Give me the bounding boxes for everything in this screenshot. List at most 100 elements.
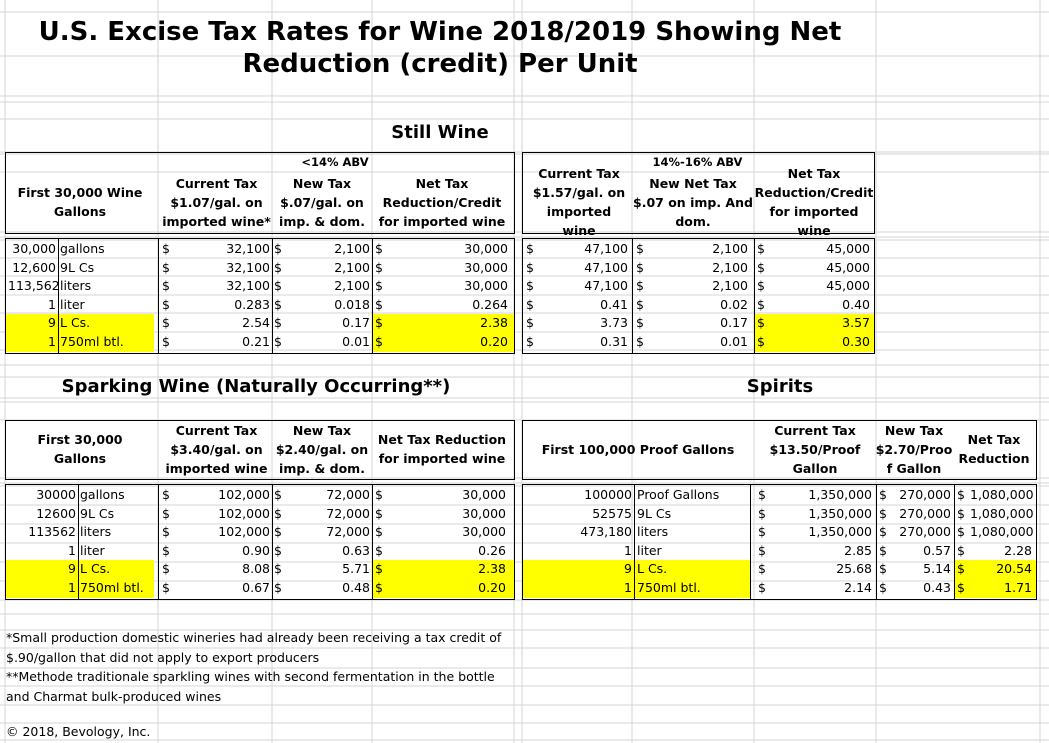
dollar-sign: $ <box>879 524 887 540</box>
dollar-sign: $ <box>879 580 887 595</box>
row-qty: 1 <box>624 542 632 558</box>
row-unit: liters <box>80 524 112 540</box>
current-tax-value: 1,350,000 <box>808 487 872 502</box>
row-qty: 30000 <box>36 487 76 502</box>
new-tax-14-16-value: 2,100 <box>712 241 748 256</box>
header-net-tax-reduction: Net Tax Reduction/Credit for imported wi… <box>378 175 506 229</box>
new-tax-14-16-value: 0.02 <box>720 296 748 312</box>
dollar-sign: $ <box>879 487 887 502</box>
dollar-sign: $ <box>957 505 965 521</box>
column-divider <box>272 238 273 354</box>
current-tax-value: 102,000 <box>218 524 270 540</box>
new-tax-value: 0.57 <box>923 542 951 558</box>
header-current-tax: Current Tax $1.07/gal. on imported wine* <box>162 175 271 229</box>
net-reduction-value: 0.20 <box>478 580 506 595</box>
dollar-sign: $ <box>957 524 965 540</box>
dollar-sign: $ <box>757 296 765 312</box>
row-qty: 100000 <box>584 487 632 502</box>
net-reduction-value: 30,000 <box>464 241 508 256</box>
net-reduction-14-16-value: 45,000 <box>826 259 870 275</box>
dollar-sign: $ <box>274 315 282 331</box>
dollar-sign: $ <box>375 278 383 294</box>
new-tax-14-16-value: 0.17 <box>720 315 748 331</box>
sparkling-body-frame <box>5 484 515 600</box>
new-tax-14-16-value: 0.01 <box>720 334 748 349</box>
current-tax-value: 102,000 <box>218 487 270 502</box>
column-divider <box>78 484 79 600</box>
still-wine-header-frame-left <box>5 152 515 234</box>
dollar-sign: $ <box>274 296 282 312</box>
dollar-sign: $ <box>957 487 965 502</box>
dollar-sign: $ <box>162 561 170 577</box>
row-qty: 12,600 <box>12 259 56 275</box>
new-tax-value: 2,100 <box>334 241 370 256</box>
row-qty: 1 <box>48 334 56 349</box>
dollar-sign: $ <box>162 487 170 502</box>
column-divider <box>954 484 955 600</box>
column-divider <box>372 484 373 600</box>
net-reduction-14-16-value: 0.30 <box>842 334 870 349</box>
new-tax-value: 2,100 <box>334 278 370 294</box>
dollar-sign: $ <box>162 278 170 294</box>
dollar-sign: $ <box>162 334 170 349</box>
net-reduction-value: 30,000 <box>464 278 508 294</box>
header-first-100000-proof-gallons: First 100,000 Proof Gallons <box>541 441 735 457</box>
dollar-sign: $ <box>162 542 170 558</box>
highlight-cell <box>954 579 1036 598</box>
net-reduction-value: 20.54 <box>996 561 1032 577</box>
copyright-text: © 2018, Bevology, Inc. <box>6 724 151 739</box>
new-tax-14-16-value: 2,100 <box>712 259 748 275</box>
row-unit: liters <box>60 278 92 294</box>
net-reduction-value: 1,080,000 <box>970 505 1034 521</box>
dollar-sign: $ <box>757 278 765 294</box>
net-reduction-value: 30,000 <box>462 487 506 502</box>
dollar-sign: $ <box>526 259 534 275</box>
header-current-tax-sparkling: Current Tax $3.40/gal. on imported wine <box>165 422 268 476</box>
current-tax-14-16-value: 0.41 <box>600 296 628 312</box>
new-tax-value: 72,000 <box>326 524 370 540</box>
column-divider <box>632 238 633 354</box>
net-reduction-value: 2.28 <box>1004 542 1032 558</box>
row-qty: 12600 <box>36 505 76 521</box>
dollar-sign: $ <box>274 524 282 540</box>
dollar-sign: $ <box>274 561 282 577</box>
column-divider <box>372 238 373 354</box>
dollar-sign: $ <box>758 542 766 558</box>
row-unit: liter <box>637 542 662 558</box>
dollar-sign: $ <box>162 524 170 540</box>
column-divider <box>634 484 635 600</box>
row-qty: 9 <box>68 561 76 577</box>
new-tax-value: 72,000 <box>326 505 370 521</box>
new-tax-value: 270,000 <box>899 524 951 540</box>
net-reduction-value: 0.20 <box>480 334 508 349</box>
new-tax-14-16-value: 2,100 <box>712 278 748 294</box>
dollar-sign: $ <box>879 505 887 521</box>
header-current-tax-spirits: Current Tax $13.50/Proof Gallon <box>769 422 861 476</box>
row-unit: Proof Gallons <box>637 487 720 502</box>
current-tax-value: 1,350,000 <box>808 524 872 540</box>
row-qty: 9 <box>48 315 56 331</box>
dollar-sign: $ <box>636 241 644 256</box>
highlight-cell <box>372 579 514 598</box>
row-unit: 750ml btl. <box>80 580 144 595</box>
page-title: U.S. Excise Tax Rates for Wine 2018/2019… <box>38 17 842 79</box>
highlight-cell <box>372 314 514 333</box>
row-unit: gallons <box>80 487 125 502</box>
current-tax-14-16-value: 47,100 <box>584 259 628 275</box>
dollar-sign: $ <box>879 561 887 577</box>
dollar-sign: $ <box>757 315 765 331</box>
new-tax-value: 2,100 <box>334 259 370 275</box>
net-reduction-value: 1.71 <box>1004 580 1032 595</box>
header-new-tax-sparkling: New Tax $2.40/gal. on imp. & dom. <box>275 422 369 476</box>
row-unit: L Cs. <box>60 315 91 331</box>
dollar-sign: $ <box>758 561 766 577</box>
net-reduction-14-16-value: 45,000 <box>826 241 870 256</box>
dollar-sign: $ <box>375 580 383 595</box>
row-qty: 473,180 <box>580 524 632 540</box>
dollar-sign: $ <box>274 334 282 349</box>
dollar-sign: $ <box>274 241 282 256</box>
dollar-sign: $ <box>274 487 282 502</box>
still-wine-header-frame-right <box>522 152 875 234</box>
dollar-sign: $ <box>636 296 644 312</box>
row-unit: 750ml btl. <box>637 580 701 595</box>
